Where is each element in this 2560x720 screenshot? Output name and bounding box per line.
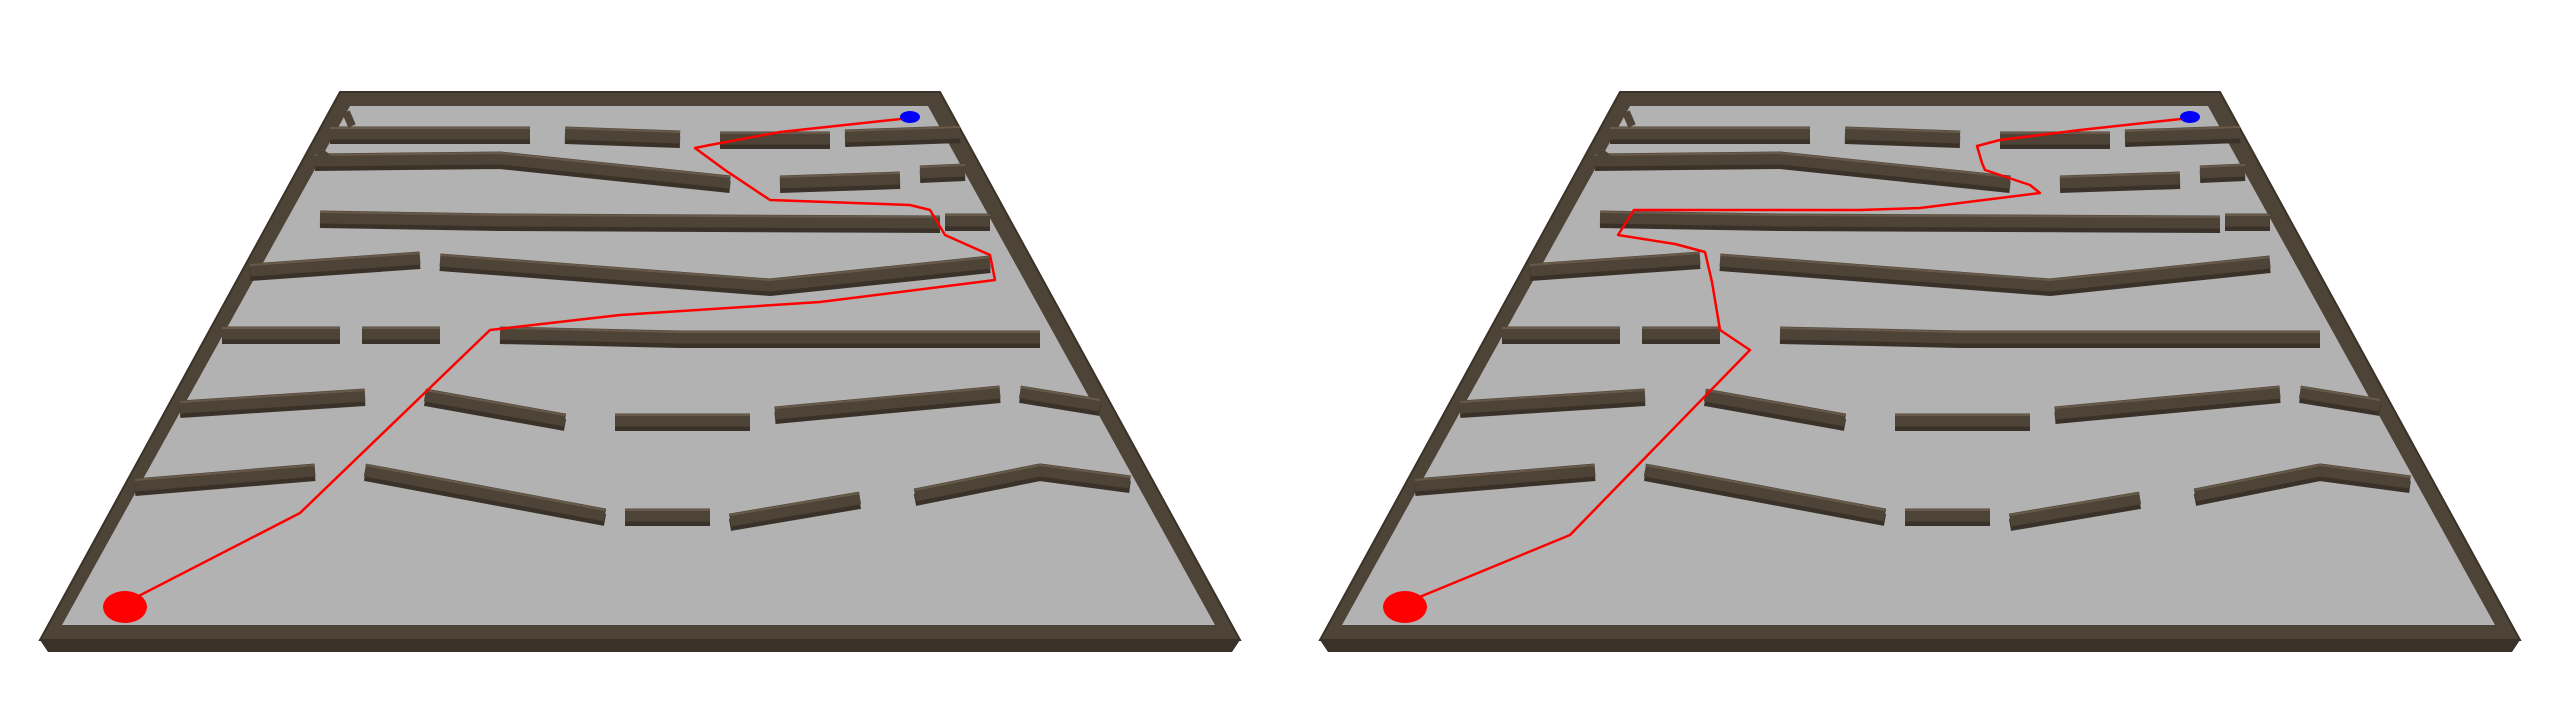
maze-wall-highlight [314,152,731,178]
maze-wall-highlight [1779,327,2320,333]
maze-wall [1844,126,1961,144]
maze-wall-highlight [2199,164,2246,168]
maze-wall [919,163,966,179]
maze-wall [2298,385,2382,412]
maze-wall-highlight [2299,386,2381,401]
maze-wall-highlight [564,127,681,133]
maze-wall-highlight [1529,252,1701,266]
maze-wall [1779,326,2320,344]
maze-wall-highlight [1414,464,1596,481]
maze-wall [1414,463,1596,492]
maze-wall-highlight [1019,386,1101,401]
maze-wall-highlight [499,327,1040,333]
maze-wall [1703,388,1847,427]
maze-wall-highlight [2009,492,2141,516]
maze-wall-highlight [919,164,966,168]
goal-marker-icon [900,111,920,123]
maze-wall [1529,251,1701,277]
maze-wall [1599,210,2221,229]
maze-walls [1414,110,2411,531]
maze-wall-highlight [1719,254,2271,281]
maze-wall [2008,491,2142,527]
maze-base-edge [40,640,1240,652]
maze-wall [1459,388,1646,414]
maze-floor [1342,106,2495,625]
maze-wall-highlight [424,389,566,416]
maze-wall [1018,385,1102,412]
left-maze-view [38,91,1242,652]
maze-base-edge [1320,640,2520,652]
start-marker-icon [103,591,147,623]
start-marker-icon [1383,591,1427,623]
maze-wall [2124,125,2241,143]
maze-wall [2059,171,2181,189]
maze-wall [249,251,421,277]
maze-wall [2199,163,2246,179]
maze-wall-highlight [1459,389,1646,403]
maze-wall-highlight [134,464,316,481]
right-maze-view [1318,91,2522,652]
maze-wall [499,326,1040,344]
maze-wall-highlight [2194,464,2411,491]
maze-wall-highlight [1594,152,2011,178]
maze-wall [423,388,567,427]
maze-wall-highlight [439,254,991,281]
maze-wall-highlight [179,389,366,403]
maze-wall [728,491,862,527]
maze-wall [363,463,607,522]
maze-wall-stub [315,146,333,164]
maze-wall-highlight [1844,127,1961,133]
left-maze-panel [38,91,1242,652]
maze-wall [1719,253,2271,292]
right-maze-panel [1280,0,2560,720]
maze-wall [134,463,316,492]
maze-wall [913,463,1131,502]
maze-wall [2054,385,2281,420]
maze-wall-highlight [319,211,941,218]
maze-wall [2193,463,2411,502]
maze-wall-stub [342,110,356,128]
maze-wall-stub [1595,146,1613,164]
goal-marker-icon [2180,111,2200,123]
maze-wall-stub [1622,110,1636,128]
maze-wall [439,253,991,292]
maze-wall [1594,151,2011,189]
maze-wall-highlight [1644,464,1886,511]
maze-wall [314,151,731,189]
maze-wall [1643,463,1887,522]
maze-wall-highlight [1599,211,2221,218]
maze-wall-highlight [249,252,421,266]
maze-wall-highlight [914,464,1131,491]
maze-walls [134,110,1131,531]
maze-wall [774,385,1001,420]
maze-wall-highlight [779,172,901,178]
maze-wall [844,125,961,143]
maze-wall-highlight [2059,172,2181,178]
route-path [124,116,997,605]
maze-wall-highlight [2124,126,2241,132]
maze-wall-highlight [2054,386,2281,409]
maze-wall-highlight [364,464,606,511]
route-path [1404,116,2191,605]
maze-wall [779,171,901,189]
maze-wall [564,126,681,144]
maze-wall-highlight [1704,389,1846,416]
maze-wall-highlight [774,386,1001,409]
maze-wall-highlight [844,126,961,132]
maze-wall [319,210,941,229]
maze-wall [179,388,366,414]
maze-wall-highlight [729,492,861,516]
